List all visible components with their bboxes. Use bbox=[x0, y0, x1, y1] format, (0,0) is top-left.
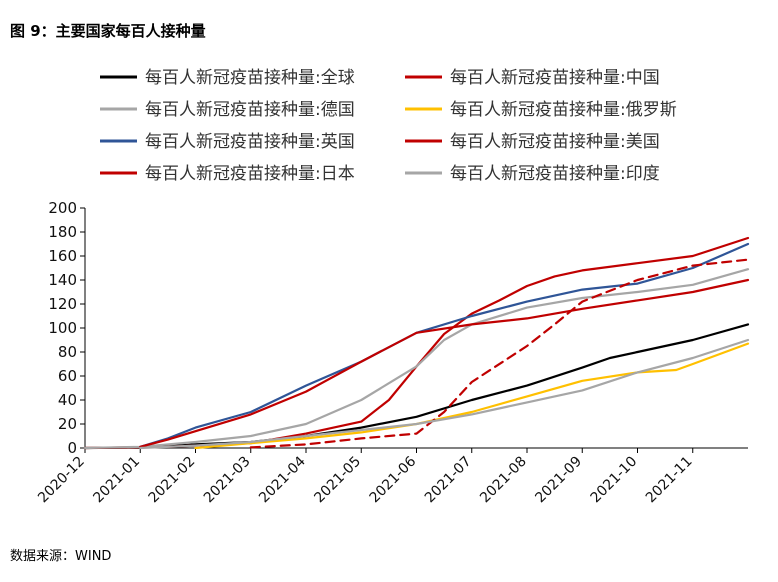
series-line bbox=[83, 323, 750, 450]
x-tick-label: 2021-06 bbox=[367, 453, 420, 506]
y-axis: 0 20 40 60 80 100 120 140 160 180 200 bbox=[48, 199, 86, 457]
y-tick-label: 40 bbox=[58, 391, 77, 409]
y-tick-label: 140 bbox=[48, 271, 77, 289]
y-tick-label: 100 bbox=[48, 319, 77, 337]
legend-label: 每百人新冠疫苗接种量:俄罗斯 bbox=[450, 100, 677, 120]
legend-label: 每百人新冠疫苗接种量:英国 bbox=[145, 132, 355, 152]
y-tick-label: 20 bbox=[58, 415, 77, 433]
x-axis: 2020-12 2021-01 2021-02 2021-03 2021-04 2021-… bbox=[35, 447, 748, 507]
legend-label: 每百人新冠疫苗接种量:中国 bbox=[450, 68, 660, 88]
x-tick-label: 2021-11 bbox=[643, 454, 696, 507]
series-line bbox=[83, 268, 750, 450]
x-tick-label: 2021-01 bbox=[90, 454, 143, 507]
source-note: 数据来源：WIND bbox=[10, 549, 112, 564]
x-tick-label: 2021-07 bbox=[422, 454, 475, 507]
x-tick-label: 2021-10 bbox=[588, 454, 641, 507]
y-tick-label: 200 bbox=[48, 199, 77, 217]
series-line bbox=[139, 278, 750, 448]
x-tick-label: 2020-12 bbox=[35, 454, 88, 507]
legend-label: 每百人新冠疫苗接种量:全球 bbox=[145, 68, 355, 88]
series-line bbox=[249, 258, 750, 449]
x-tick-label: 2021-08 bbox=[477, 454, 530, 507]
x-tick-label: 2021-09 bbox=[532, 454, 585, 507]
series-line bbox=[194, 342, 750, 450]
x-tick-label: 2021-02 bbox=[146, 454, 199, 507]
y-tick-label: 160 bbox=[48, 247, 77, 265]
legend-label: 每百人新冠疫苗接种量:德国 bbox=[145, 100, 355, 120]
x-tick-label: 2021-05 bbox=[311, 454, 364, 507]
chart-legend: 每百人新冠疫苗接种量:全球 每百人新冠疫苗接种量:中国每百人新冠疫苗接种量:德国每… bbox=[100, 68, 677, 184]
series-line bbox=[139, 338, 750, 450]
y-tick-label: 60 bbox=[58, 367, 77, 385]
legend-label: 每百人新冠疫苗接种量:日本 bbox=[145, 164, 355, 184]
x-tick-label: 2021-03 bbox=[201, 454, 254, 507]
legend-label: 每百人新冠疫苗接种量:美国 bbox=[450, 132, 660, 152]
plot-lines bbox=[83, 236, 750, 450]
y-tick-label: 120 bbox=[48, 295, 77, 313]
x-tick-label: 2021-04 bbox=[256, 453, 309, 506]
figure-title: 图 9：主要国家每百人接种量 bbox=[10, 22, 206, 40]
y-tick-label: 180 bbox=[48, 223, 77, 241]
legend-label: 每百人新冠疫苗接种量:印度 bbox=[450, 164, 660, 184]
y-tick-label: 0 bbox=[67, 439, 77, 457]
y-tick-label: 80 bbox=[58, 343, 77, 361]
